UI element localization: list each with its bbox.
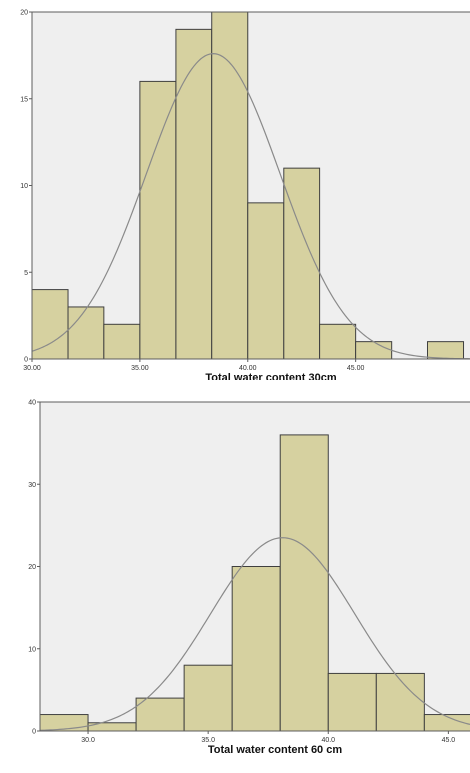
histogram-bar bbox=[426, 341, 465, 360]
histogram-bar bbox=[175, 28, 213, 360]
histogram-bar bbox=[31, 289, 69, 360]
x-tick-label: 40.0 bbox=[321, 737, 335, 744]
histogram-bar bbox=[327, 672, 377, 732]
y-tick-label: 10 bbox=[28, 646, 36, 653]
histogram-60cm: 0 10 20 30 40 30.0 35.0 40.0 45.0 Total water con… bbox=[0, 392, 470, 773]
y-tick-label: 10 bbox=[20, 183, 28, 190]
histogram-bar bbox=[319, 323, 357, 360]
histogram-bar bbox=[375, 672, 425, 732]
histogram-bar bbox=[67, 306, 105, 360]
y-tick-label: 5 bbox=[24, 270, 28, 277]
x-tick-label: 40.00 bbox=[239, 365, 257, 372]
y-tick-label: 0 bbox=[32, 729, 36, 736]
normal-curve bbox=[31, 53, 470, 360]
histogram-60cm-svg: 0 10 20 30 40 30.0 35.0 40.0 45.0 Total water con… bbox=[28, 400, 470, 756]
x-tick-label: 45.00 bbox=[347, 365, 365, 372]
histogram-30cm-svg: 0 5 10 15 20 30.00 35.00 40.00 45.00 Total water … bbox=[20, 10, 470, 380]
histogram-bar bbox=[139, 80, 177, 360]
y-tick-label: 0 bbox=[24, 357, 28, 364]
histogram-bar bbox=[231, 566, 281, 732]
histogram-bar bbox=[355, 341, 393, 360]
y-tick-label: 30 bbox=[28, 482, 36, 489]
x-tick-label: 35.00 bbox=[131, 365, 149, 372]
x-tick-label: 30.00 bbox=[23, 365, 41, 372]
y-tick-label: 20 bbox=[20, 10, 28, 17]
normal-curve bbox=[39, 537, 470, 731]
histogram-bar bbox=[283, 167, 321, 360]
x-tick-label: 30.0 bbox=[81, 737, 95, 744]
y-tick-label: 40 bbox=[28, 400, 36, 407]
histogram-bar bbox=[247, 202, 285, 360]
y-tick-label: 15 bbox=[20, 96, 28, 103]
histogram-bar bbox=[103, 323, 141, 360]
x-tick-label: 35.0 bbox=[201, 737, 215, 744]
histogram-bar bbox=[135, 697, 185, 732]
histogram-bar bbox=[211, 11, 249, 360]
x-axis-title: Total water content 30cm bbox=[205, 372, 336, 380]
x-tick-label: 45.0 bbox=[442, 737, 456, 744]
histogram-bar bbox=[183, 664, 233, 732]
x-axis-title: Total water content 60 cm bbox=[208, 744, 342, 756]
y-tick-label: 20 bbox=[28, 564, 36, 571]
histogram-30cm: 0 5 10 15 20 30.00 35.00 40.00 45.00 Total water … bbox=[0, 0, 470, 380]
histogram-bar bbox=[279, 434, 329, 732]
